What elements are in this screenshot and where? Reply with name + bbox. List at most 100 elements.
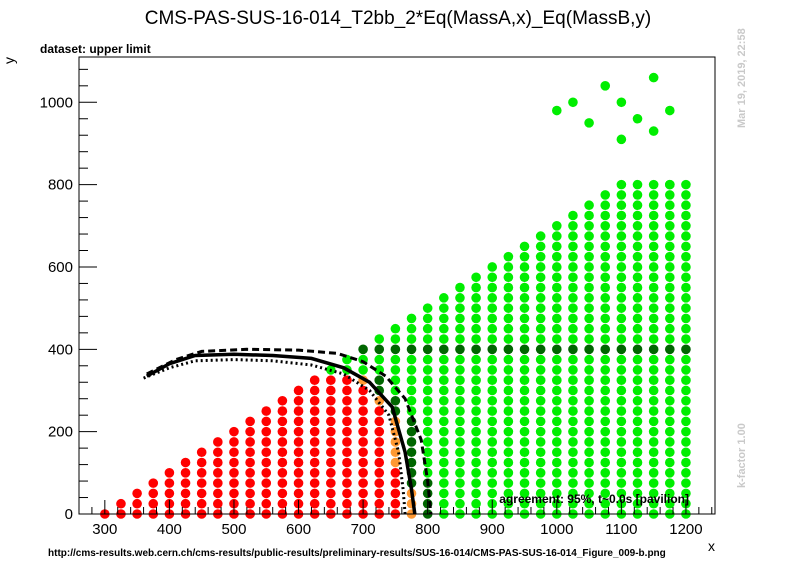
- data-point: [519, 437, 530, 447]
- data-point: [568, 365, 578, 375]
- data-point: [277, 406, 288, 416]
- data-point: [487, 262, 498, 272]
- data-point: [358, 365, 368, 375]
- data-point: [648, 210, 659, 221]
- data-point: [245, 416, 255, 427]
- data-point: [503, 365, 514, 375]
- data-point: [503, 282, 514, 293]
- data-point: [439, 416, 449, 427]
- data-point: [584, 488, 594, 499]
- data-point: [439, 313, 449, 324]
- data-point: [229, 457, 239, 468]
- data-point: [632, 231, 643, 241]
- data-point: [116, 498, 126, 509]
- data-point: [358, 406, 368, 416]
- data-point: [681, 385, 691, 396]
- data-point: [277, 416, 288, 427]
- data-point: [665, 447, 675, 458]
- data-point: [616, 231, 627, 241]
- data-point: [600, 272, 611, 283]
- data-point: [487, 344, 498, 355]
- data-point: [632, 344, 643, 355]
- data-point: [455, 323, 465, 334]
- data-point: [584, 406, 594, 416]
- data-point: [487, 334, 498, 344]
- data-point: [632, 488, 643, 499]
- data-point: [552, 251, 562, 262]
- data-point: [326, 447, 336, 458]
- data-point: [648, 179, 659, 190]
- data-point: [342, 395, 352, 406]
- data-point: [681, 468, 691, 478]
- data-point: [648, 488, 659, 499]
- data-point: [229, 447, 239, 458]
- data-point: [616, 210, 627, 221]
- data-point: [196, 478, 207, 488]
- data-point: [584, 200, 594, 211]
- data-point: [487, 437, 498, 447]
- data-point: [503, 375, 514, 385]
- data-point: [148, 498, 159, 509]
- data-point: [632, 447, 643, 458]
- data-point: [439, 385, 449, 396]
- data-point: [245, 468, 255, 478]
- data-point: [471, 426, 481, 437]
- agreement-annotation: agreement: 95%, t~0.0s [pavilion]: [499, 492, 689, 506]
- data-point: [584, 221, 594, 231]
- data-point: [568, 231, 578, 241]
- data-point: [535, 457, 546, 468]
- data-point: [648, 241, 659, 252]
- data-point: [439, 395, 449, 406]
- data-point: [471, 334, 481, 344]
- data-point: [439, 457, 449, 468]
- data-point: [665, 313, 675, 324]
- data-point: [455, 457, 465, 468]
- data-point: [681, 282, 691, 293]
- data-point: [648, 385, 659, 396]
- data-point: [164, 478, 175, 488]
- data-point: [535, 231, 546, 241]
- chart-title: CMS-PAS-SUS-16-014_T2bb_2*Eq(MassA,x)_Eq…: [144, 8, 652, 29]
- data-point: [471, 478, 481, 488]
- data-point: [326, 385, 336, 396]
- data-point: [600, 210, 611, 221]
- data-point: [293, 385, 304, 396]
- data-point: [487, 323, 498, 334]
- data-point: [471, 313, 481, 324]
- data-point: [535, 293, 546, 303]
- data-point: [552, 375, 562, 385]
- data-point: [665, 200, 675, 211]
- data-point: [261, 447, 272, 458]
- data-point: [358, 457, 368, 468]
- data-point: [374, 447, 385, 458]
- data-point: [681, 365, 691, 375]
- data-point: [503, 447, 514, 458]
- data-point: [374, 457, 385, 468]
- data-point: [261, 426, 272, 437]
- data-point: [519, 365, 530, 375]
- x-tick-label: 500: [221, 521, 246, 538]
- limit-curve-dashed: [146, 347, 433, 515]
- x-tick-label: 800: [415, 521, 440, 538]
- data-point: [584, 293, 594, 303]
- data-point: [374, 437, 385, 447]
- data-point: [148, 488, 159, 499]
- data-point: [519, 251, 530, 262]
- data-point: [535, 406, 546, 416]
- data-point: [519, 426, 530, 437]
- data-point: [342, 488, 352, 499]
- data-point: [535, 395, 546, 406]
- data-point: [552, 478, 562, 488]
- curves-layer: [143, 347, 433, 515]
- data-point: [422, 416, 433, 427]
- data-point: [358, 478, 368, 488]
- data-point: [681, 478, 691, 488]
- data-point: [665, 262, 675, 272]
- data-point: [342, 437, 352, 447]
- data-point: [164, 468, 175, 478]
- limit-curve-solid: [145, 352, 417, 515]
- data-point: [568, 210, 578, 221]
- data-point: [358, 488, 368, 499]
- data-point: [471, 406, 481, 416]
